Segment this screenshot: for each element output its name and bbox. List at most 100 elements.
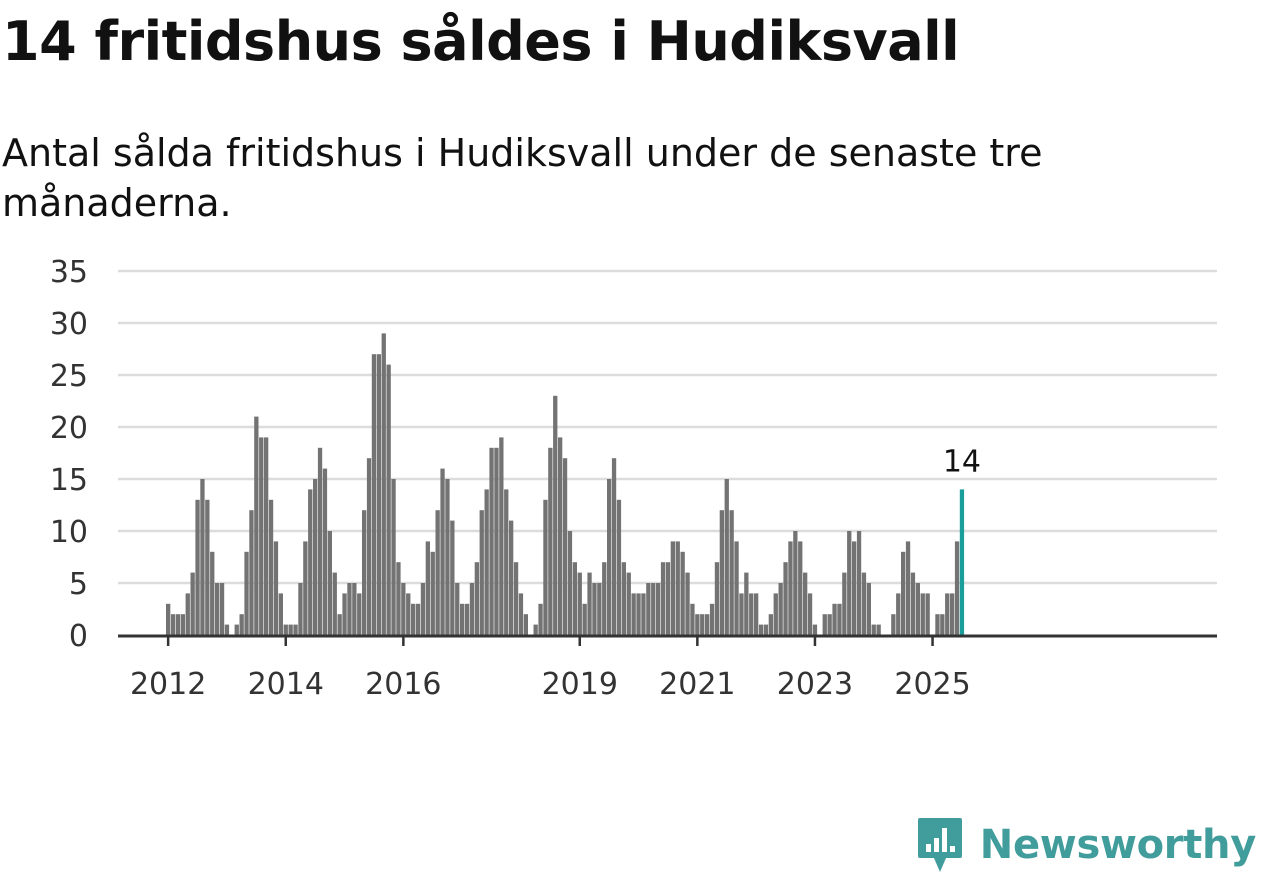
bar — [856, 531, 862, 635]
bar — [621, 562, 626, 635]
bar — [901, 551, 906, 635]
y-tick-label-25: 25 — [50, 359, 88, 394]
bar — [582, 603, 587, 635]
bar — [435, 510, 440, 635]
bar — [425, 541, 430, 635]
bar — [793, 531, 798, 635]
bar — [254, 416, 259, 635]
bar — [259, 437, 264, 635]
bar — [803, 572, 808, 635]
y-tick-label-30: 30 — [50, 307, 88, 342]
newsworthy-logo-text: Newsworthy — [979, 822, 1257, 868]
bar — [607, 479, 612, 635]
bar — [239, 614, 244, 635]
bar — [597, 583, 602, 635]
bar — [332, 572, 337, 635]
bar — [533, 624, 538, 635]
bar — [352, 583, 357, 635]
bar — [268, 499, 274, 635]
bar — [626, 572, 631, 635]
bar — [166, 603, 171, 635]
bar — [215, 583, 220, 635]
bar — [484, 489, 489, 635]
y-axis-tick-labels: 0 5 10 15 20 25 30 35 — [50, 255, 88, 654]
bar — [234, 624, 239, 635]
bar — [474, 562, 479, 635]
y-tick-label-10: 10 — [50, 515, 88, 550]
bar — [185, 593, 190, 635]
bar — [920, 593, 925, 635]
bar — [945, 593, 950, 635]
bar — [665, 562, 671, 635]
bar — [611, 458, 617, 635]
bar — [430, 551, 435, 635]
bar — [636, 593, 641, 635]
bar — [504, 489, 509, 635]
bar — [479, 510, 484, 635]
bar — [278, 593, 283, 635]
bar — [670, 541, 675, 635]
bar — [303, 541, 308, 635]
bar — [406, 593, 411, 635]
chart-title: 14 fritidshus såldes i Hudiksvall — [2, 10, 960, 73]
bar — [910, 572, 916, 635]
bar — [925, 593, 930, 635]
bar — [175, 614, 181, 635]
bar — [469, 583, 475, 635]
bar — [567, 531, 573, 635]
bar — [558, 437, 563, 635]
bar — [788, 541, 793, 635]
annotations: 14 — [943, 444, 981, 479]
bar — [705, 614, 710, 635]
x-tick-label-2019: 2019 — [542, 667, 618, 702]
bar — [538, 603, 543, 635]
bar — [876, 624, 881, 635]
bar — [700, 614, 705, 635]
bar — [758, 624, 764, 635]
bar — [288, 624, 293, 635]
bar — [513, 562, 519, 635]
newsworthy-logo: Newsworthy — [916, 815, 1256, 875]
bar — [680, 551, 685, 635]
bar — [572, 562, 577, 635]
bar — [298, 583, 303, 635]
x-tick-label-2021: 2021 — [659, 667, 735, 702]
bar — [631, 593, 636, 635]
bar — [724, 479, 729, 635]
bar — [264, 437, 269, 635]
bar — [714, 562, 720, 635]
bar — [562, 458, 568, 635]
chart-subtitle: Antal sålda fritidshus i Hudiksvall unde… — [2, 131, 1043, 225]
bar — [244, 551, 249, 635]
bar — [494, 447, 499, 635]
bar — [420, 583, 426, 635]
bar — [170, 614, 176, 635]
bar — [440, 468, 445, 635]
y-tick-label-20: 20 — [50, 411, 88, 446]
bar — [807, 593, 813, 635]
bar — [675, 541, 680, 635]
bar — [460, 603, 465, 635]
bar — [768, 614, 773, 635]
bar — [847, 531, 852, 635]
highlight-value-label: 14 — [943, 444, 981, 479]
x-tick-label-2023: 2023 — [777, 667, 853, 702]
bar — [180, 614, 185, 635]
bar — [371, 354, 377, 635]
bar — [754, 593, 759, 635]
bar — [729, 510, 734, 635]
bar — [950, 593, 955, 635]
bar — [827, 614, 832, 635]
x-tick-label-2012: 2012 — [130, 667, 206, 702]
bar — [656, 583, 661, 635]
bars — [166, 333, 965, 635]
bar — [283, 624, 288, 635]
bar — [553, 395, 558, 635]
bar — [249, 510, 254, 635]
bar — [317, 447, 323, 635]
bar — [342, 593, 347, 635]
bar — [386, 364, 391, 635]
bar — [347, 583, 352, 635]
bar — [499, 437, 504, 635]
